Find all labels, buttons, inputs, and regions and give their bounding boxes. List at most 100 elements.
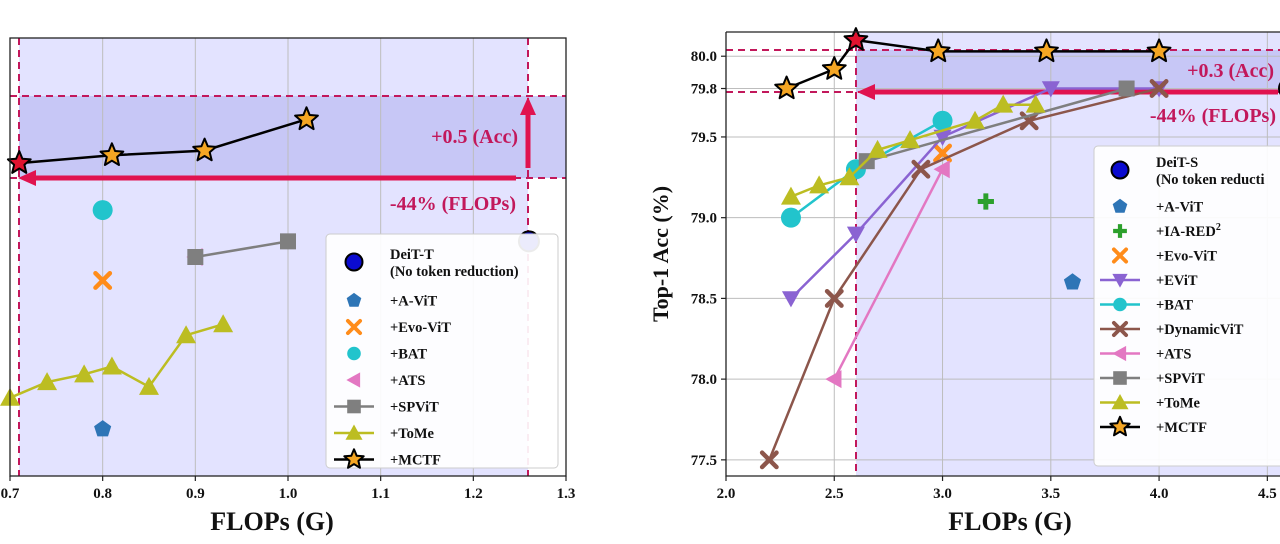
left-legend-items: DeiT-T(No token reduction) +A-ViT +Evo-ViT… bbox=[334, 247, 519, 469]
right-y-tick-label: 78.5 bbox=[691, 291, 717, 307]
right-series bbox=[759, 27, 1280, 470]
left-point-mctf bbox=[192, 137, 217, 162]
right-series-a-vit bbox=[1063, 273, 1081, 290]
right-line-mctf bbox=[786, 38, 1160, 90]
right-point-spvit bbox=[1118, 80, 1135, 97]
right-y-tick-label: 77.5 bbox=[691, 453, 717, 469]
right-x-axis-label: FLOPs (G) bbox=[948, 507, 1072, 536]
left-x-tick-label: 1.0 bbox=[279, 486, 298, 502]
right-flops-annotation: -44% (FLOPs) bbox=[1150, 105, 1276, 127]
right-series-ia-red2 bbox=[977, 193, 994, 210]
left-legend-item-evo-vit: +Evo-ViT bbox=[345, 318, 451, 336]
left-acc-annotation: +0.5 (Acc) bbox=[431, 126, 518, 148]
right-point-mctf bbox=[1146, 38, 1172, 63]
left-acc-arrowhead bbox=[520, 97, 536, 115]
left-x-tick-label: 0.9 bbox=[186, 486, 205, 502]
right-legend-label: DeiT-S bbox=[1156, 155, 1198, 171]
right-legend-marker bbox=[1111, 320, 1129, 338]
right-y-tick-label: 80.0 bbox=[691, 49, 717, 65]
left-x-tick-label: 0.8 bbox=[93, 486, 112, 502]
left-x-ticks: 0.7 0.8 0.9 1.0 1.1 1.2 1.3 bbox=[1, 476, 576, 502]
right-series-tome bbox=[780, 94, 1046, 205]
left-legend-marker bbox=[345, 424, 363, 440]
right-point-bat bbox=[780, 207, 801, 228]
right-legend-label-sup: 2 bbox=[1216, 222, 1221, 233]
left-panel: +0.5 (Acc) -44% (FLOPs) 0.7 0.8 0.9 1.0 1.1 1… bbox=[0, 37, 576, 536]
right-point-mctf bbox=[821, 56, 847, 80]
left-flops-arrowhead bbox=[18, 170, 36, 186]
right-point-ats bbox=[933, 160, 950, 179]
right-series-ats bbox=[825, 160, 950, 389]
right-legend-item-mctf: +MCTF bbox=[1100, 415, 1207, 437]
left-legend-marker bbox=[347, 346, 361, 361]
right-y-tick-label: 79.5 bbox=[691, 130, 717, 146]
left-x-tick-label: 1.3 bbox=[557, 486, 576, 502]
left-point-bat bbox=[92, 200, 113, 221]
left-line-mctf bbox=[19, 118, 307, 165]
right-legend-label: +SPViT bbox=[1156, 371, 1205, 387]
left-point-tome bbox=[139, 376, 159, 395]
right-point-tome bbox=[1025, 94, 1046, 113]
right-point-evit bbox=[933, 129, 952, 146]
left-legend-label: +SPViT bbox=[390, 400, 439, 416]
right-panel: +0.3 (Acc) -44% (FLOPs) 2.0 2.5 3.0 3.5 4.0 4… bbox=[648, 27, 1280, 536]
left-series-bat bbox=[92, 200, 113, 221]
right-y-ticks: 77.5 78.0 78.5 79.0 79.5 79.8 80.0 bbox=[691, 49, 726, 469]
left-legend-label: +A-ViT bbox=[390, 294, 438, 310]
right-legend-label: +Evo-ViT bbox=[1156, 249, 1217, 265]
left-legend-label: +MCTF bbox=[390, 453, 441, 469]
right-point-ia-red2 bbox=[977, 193, 994, 210]
right-x-ticks: 2.0 2.5 3.0 3.5 4.0 4.5 bbox=[717, 476, 1277, 502]
right-flops-arrowhead bbox=[857, 84, 875, 100]
right-legend-item-ats: +ATS bbox=[1100, 345, 1191, 363]
left-point-evo-vit bbox=[93, 271, 113, 290]
right-point-evit bbox=[781, 291, 800, 308]
left-point-tome bbox=[213, 314, 234, 333]
right-legend-box bbox=[1093, 145, 1280, 467]
right-legend-item-bat: +BAT bbox=[1100, 298, 1193, 314]
right-point-mctf bbox=[1034, 38, 1059, 63]
right-point-tome bbox=[965, 110, 986, 129]
right-legend-label: (No token reducti bbox=[1156, 172, 1264, 188]
left-legend-marker bbox=[346, 372, 361, 388]
right-x-tick-label: 2.5 bbox=[825, 486, 844, 502]
right-legend-item-spvit: +SPViT bbox=[1100, 371, 1205, 387]
left-x-tick-label: 0.7 bbox=[1, 486, 20, 502]
right-series-mctf bbox=[774, 27, 1172, 100]
left-point-tome bbox=[176, 325, 197, 344]
left-point-tome bbox=[74, 364, 95, 383]
right-point-tome bbox=[839, 167, 860, 186]
right-x-tick-label: 3.5 bbox=[1041, 486, 1060, 502]
left-line-spvit bbox=[195, 240, 289, 259]
left-series-tome bbox=[0, 314, 234, 406]
right-legend-label: +ToMe bbox=[1156, 396, 1201, 412]
right-legend-label: +ATS bbox=[1156, 347, 1191, 363]
right-legend-marker bbox=[1112, 345, 1127, 362]
right-point-dynamicvit bbox=[759, 450, 779, 470]
left-legend-marker bbox=[346, 292, 362, 307]
right-legend-item-deit-s-no-token-reduction: DeiT-S(No token reducti bbox=[1110, 155, 1264, 188]
left-legend-item-tome: +ToMe bbox=[334, 424, 435, 442]
left-point-spvit bbox=[187, 249, 204, 265]
left-legend-item-deit-t-no-token-reduction: DeiT-T(No token reduction) bbox=[344, 247, 519, 280]
right-acc-annotation: +0.3 (Acc) bbox=[1187, 60, 1274, 82]
right-point-tome bbox=[993, 94, 1014, 113]
right-point-a-vit bbox=[1063, 273, 1081, 290]
right-line-ats bbox=[833, 168, 944, 380]
right-legend-marker bbox=[1110, 160, 1130, 180]
right-legend-label: +MCTF bbox=[1156, 420, 1207, 436]
right-point-bat bbox=[932, 110, 953, 131]
left-flops-annotation: -44% (FLOPs) bbox=[390, 193, 516, 215]
right-point-dynamicvit bbox=[824, 288, 844, 308]
right-legend-label: +BAT bbox=[1156, 298, 1193, 314]
right-legend-marker bbox=[1112, 198, 1128, 213]
right-legend-items: DeiT-S(No token reducti +A-ViT +IA-RED2 +Ev… bbox=[1100, 155, 1264, 437]
left-legend: DeiT-T(No token reduction) +A-ViT +Evo-ViT… bbox=[325, 233, 559, 469]
left-point-a-vit bbox=[94, 420, 112, 437]
left-gain-band bbox=[19, 96, 566, 178]
left-legend-item-ats: +ATS bbox=[346, 372, 425, 389]
left-legend-item-spvit: +SPViT bbox=[334, 400, 439, 416]
right-point-tome bbox=[780, 186, 801, 205]
right-legend-marker bbox=[1111, 394, 1129, 410]
